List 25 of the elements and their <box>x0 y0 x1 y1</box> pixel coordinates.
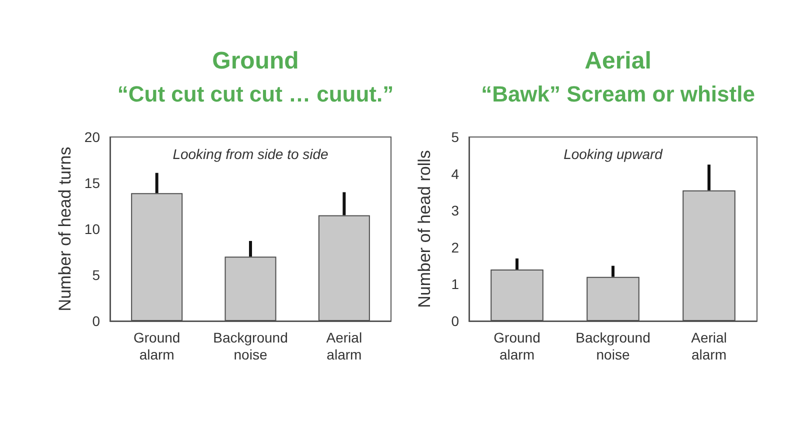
y-axis-title: Number of head rolls <box>415 150 434 308</box>
y-axis-title: Number of head turns <box>56 146 75 312</box>
y-tick-label: 5 <box>92 267 100 283</box>
chart-subtitle: “Cut cut cut cut … cuuut.” <box>117 82 394 106</box>
x-tick-label: Background noise <box>576 330 650 362</box>
x-tick-label: Ground alarm <box>133 330 180 362</box>
chart-title: Ground <box>212 48 299 74</box>
y-tick-label: 1 <box>451 276 460 292</box>
x-tick-label: Aerial alarm <box>326 330 362 362</box>
x-tick-label: Background noise <box>213 330 288 362</box>
annotation: Looking upward <box>564 146 664 162</box>
y-tick-label: 0 <box>92 313 100 329</box>
x-tick-label: Ground alarm <box>494 330 540 362</box>
y-tick-label: 5 <box>451 129 460 145</box>
annotation: Looking from side to side <box>172 146 329 162</box>
chart-title: Aerial <box>584 48 652 74</box>
y-tick-label: 20 <box>84 129 100 145</box>
y-tick-label: 2 <box>451 239 460 256</box>
x-tick-label: Aerial alarm <box>691 330 727 362</box>
y-tick-label: 10 <box>84 221 100 237</box>
y-tick-label: 15 <box>84 175 100 191</box>
y-tick-label: 0 <box>451 313 460 329</box>
y-tick-label: 3 <box>451 202 460 219</box>
y-tick-label: 4 <box>451 166 460 182</box>
chart-subtitle: “Bawk” Scream or whistle <box>481 82 755 106</box>
